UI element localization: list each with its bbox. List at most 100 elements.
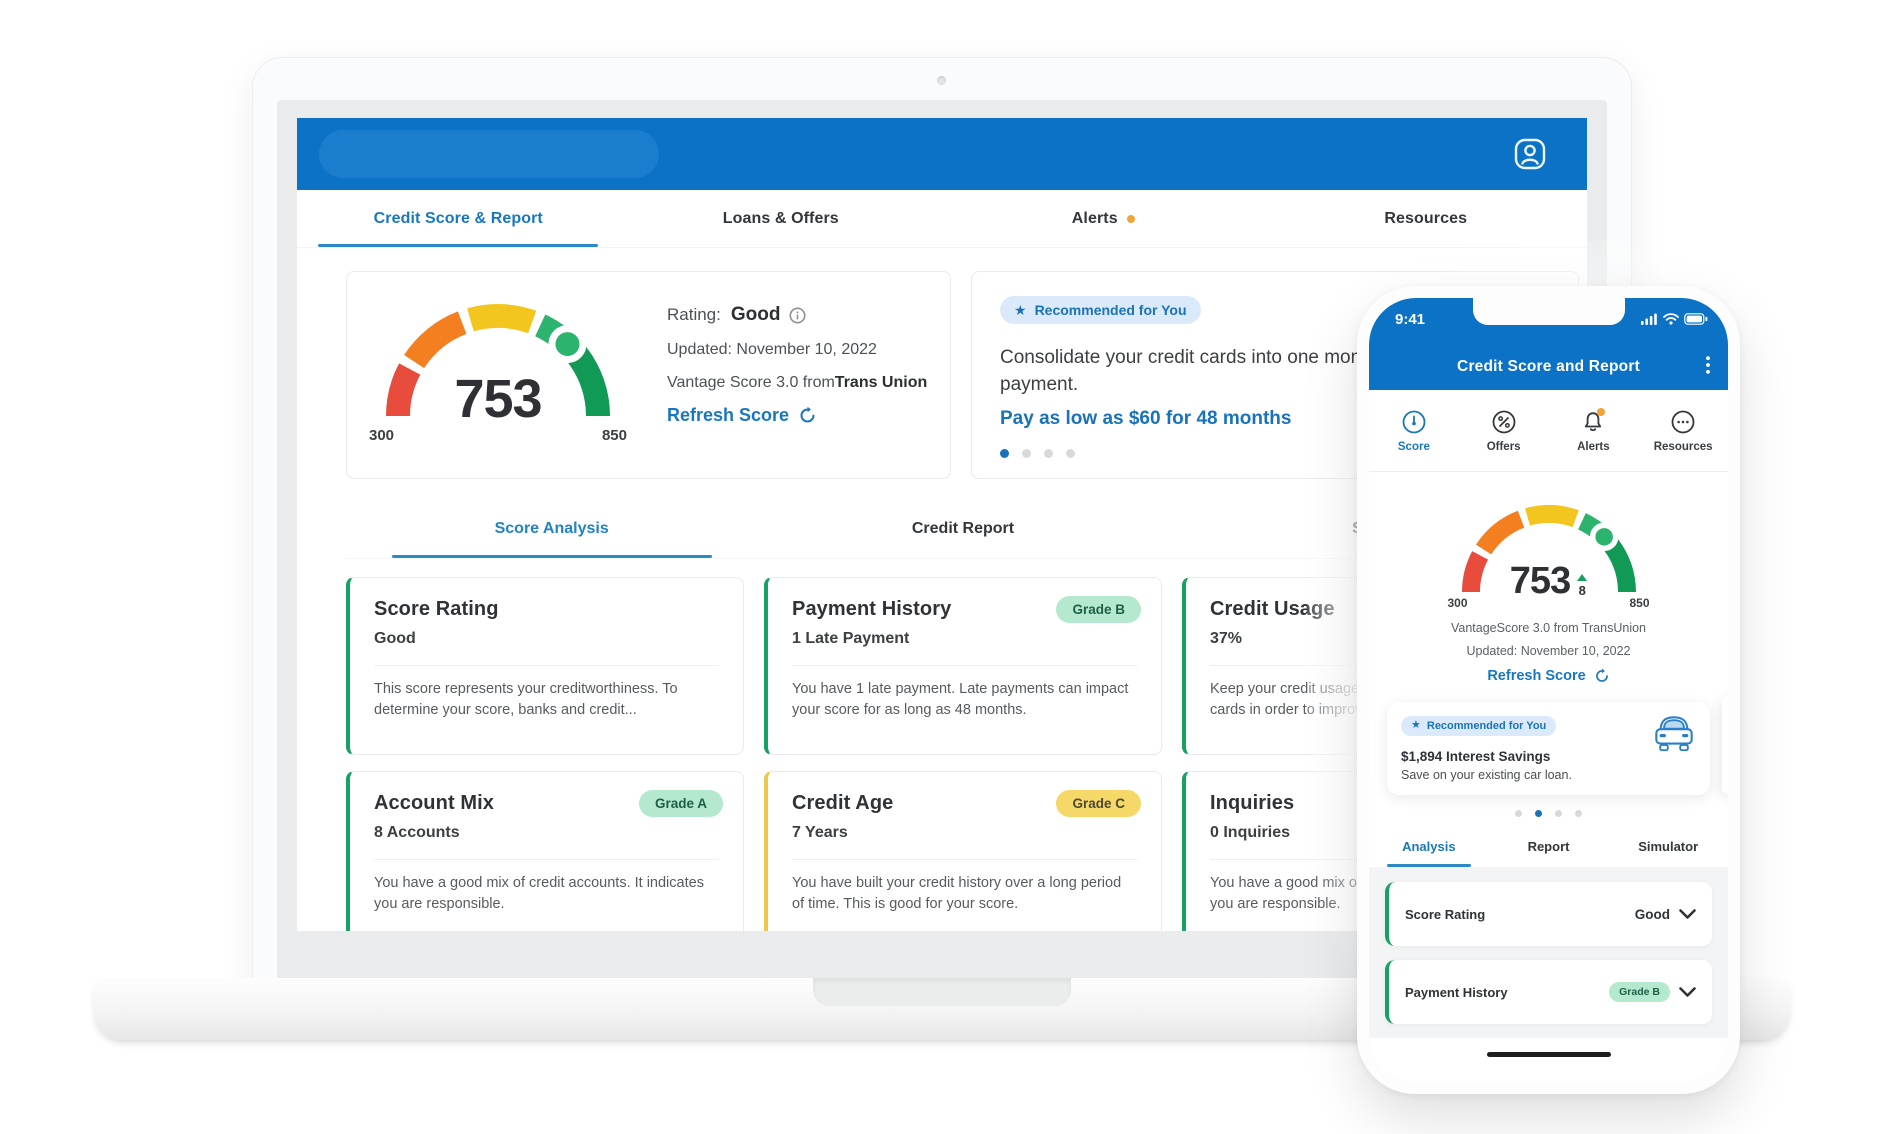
offer-cta-link[interactable]: Pay as low as $60 for 48 months <box>1000 407 1292 429</box>
factor-title: Account Mix <box>374 792 494 814</box>
nav-label: Alerts <box>1577 441 1610 453</box>
provider-prefix: Vantage Score 3.0 from <box>667 374 835 391</box>
primary-tab-bar: Credit Score & Report Loans & Offers Ale… <box>297 190 1587 248</box>
rating-value: Good <box>730 304 781 325</box>
status-icons <box>1641 313 1708 325</box>
signal-icon <box>1641 313 1657 325</box>
phone-page-title: Credit Score and Report <box>1457 358 1640 375</box>
car-icon <box>1651 713 1697 760</box>
factor-card-payment-history[interactable]: Payment History Grade B 1 Late Payment Y… <box>764 577 1162 755</box>
factor-title: Credit Age <box>792 792 894 814</box>
factor-value: 8 Accounts <box>374 824 460 841</box>
offer-text: Save on your existing car loan. <box>1401 767 1572 782</box>
refresh-icon <box>1595 668 1608 682</box>
refresh-label: Refresh Score <box>667 405 790 425</box>
tab-label: Report <box>1527 839 1570 855</box>
refresh-score-button[interactable]: Refresh Score <box>1369 668 1728 684</box>
phone-footer <box>1369 1038 1728 1082</box>
phone-nav-alerts[interactable]: Alerts <box>1549 390 1639 471</box>
battery-icon <box>1684 313 1708 325</box>
tab-loans-offers[interactable]: Loans & Offers <box>620 190 943 247</box>
tab-alerts[interactable]: Alerts <box>942 190 1265 247</box>
phone-credit-score-gauge: 753 8 300 850 <box>1444 488 1654 610</box>
factor-card-credit-age[interactable]: Credit Age Grade C 7 Years You have buil… <box>764 771 1162 931</box>
factor-title: Credit Usage <box>1210 598 1335 620</box>
carousel-dots[interactable] <box>1000 449 1075 458</box>
phone-factor-list: Score Rating Good Payment History Grade … <box>1369 867 1728 1038</box>
wifi-icon <box>1663 313 1679 325</box>
score-value: 753 <box>454 369 542 429</box>
tab-label: Simulator <box>1638 839 1699 855</box>
recommended-badge: ★ Recommended for You <box>1000 296 1201 324</box>
percent-icon <box>1490 408 1518 436</box>
nav-label: Offers <box>1486 441 1521 453</box>
overflow-menu-icon[interactable] <box>1706 356 1710 379</box>
phone-nav-bar: Score Offers <box>1369 390 1728 472</box>
chevron-down-icon <box>1679 908 1696 919</box>
phone-nav-offers[interactable]: Offers <box>1459 390 1549 471</box>
gauge-icon <box>1400 408 1428 436</box>
factor-title: Score Rating <box>374 598 499 620</box>
provider-line: VantageScore 3.0 from TransUnion <box>1450 621 1646 635</box>
tab-report[interactable]: Report <box>1489 827 1609 868</box>
tab-credit-report[interactable]: Credit Report <box>757 499 1168 558</box>
refresh-icon <box>800 406 815 423</box>
phone-mockup: 9:41 <box>1357 286 1740 1094</box>
tab-label: Score Analysis <box>494 519 609 537</box>
webcam-dot <box>937 76 946 85</box>
info-icon[interactable] <box>789 307 806 324</box>
phone-screen: 9:41 <box>1369 298 1728 1082</box>
carousel-dots[interactable] <box>1369 809 1728 817</box>
profile-icon[interactable] <box>1513 137 1547 171</box>
refresh-label: Refresh Score <box>1487 668 1586 684</box>
ellipsis-circle-icon <box>1669 408 1697 436</box>
chevron-down-icon <box>1679 986 1696 997</box>
divider <box>374 665 719 666</box>
factor-description: You have 1 late payment. Late payments c… <box>792 681 1129 719</box>
status-time: 9:41 <box>1395 311 1426 328</box>
hero-row: 753 300 850 Rating: Good <box>346 271 1580 479</box>
row-value: Good <box>1634 906 1670 922</box>
star-icon: ★ <box>1411 719 1421 731</box>
tab-credit-score-report[interactable]: Credit Score & Report <box>297 190 620 247</box>
factor-description: You have built your credit history over … <box>792 875 1122 913</box>
delta-value: 8 <box>1578 583 1586 598</box>
alert-notification-dot <box>1597 408 1606 416</box>
factor-card-account-mix[interactable]: Account Mix Grade A 8 Accounts You have … <box>346 771 744 931</box>
next-offer-card-edge <box>1722 696 1728 794</box>
factor-value: Good <box>374 630 416 647</box>
score-delta: 8 <box>1577 574 1588 598</box>
row-payment-history[interactable]: Payment History Grade B <box>1385 960 1712 1024</box>
factor-title: Inquiries <box>1210 792 1295 814</box>
tab-analysis[interactable]: Analysis <box>1369 827 1489 868</box>
row-score-rating[interactable]: Score Rating Good <box>1385 882 1712 946</box>
grade-badge: Grade B <box>1609 982 1670 1002</box>
factor-value: 37% <box>1210 630 1243 647</box>
refresh-score-button[interactable]: Refresh Score <box>667 405 927 426</box>
factor-value: 7 Years <box>792 824 848 841</box>
grade-badge: Grade C <box>1056 790 1141 817</box>
grade-badge: Grade A <box>638 790 723 817</box>
offer-title: $1,894 Interest Savings <box>1401 748 1551 764</box>
score-summary-card: 753 300 850 Rating: Good <box>346 271 951 479</box>
score-value: 753 <box>1509 560 1571 602</box>
provider-line: Vantage Score 3.0 fromTrans Union <box>667 374 927 392</box>
divider <box>792 665 1137 666</box>
app-header <box>297 118 1587 190</box>
badge-label: Recommended for You <box>1426 719 1547 732</box>
tab-score-analysis[interactable]: Score Analysis <box>346 499 757 558</box>
row-title: Score Rating <box>1405 906 1486 922</box>
tab-simulator[interactable]: Simulator <box>1608 827 1728 868</box>
factor-description: This score represents your creditworthin… <box>374 681 678 719</box>
phone-nav-score[interactable]: Score <box>1369 390 1459 471</box>
phone-nav-resources[interactable]: Resources <box>1638 390 1728 471</box>
provider-name: Trans Union <box>834 374 928 391</box>
tab-resources[interactable]: Resources <box>1265 190 1588 247</box>
gauge-min-label: 300 <box>369 427 395 444</box>
home-indicator[interactable] <box>1486 1052 1611 1057</box>
up-triangle-icon <box>1577 574 1588 581</box>
bell-icon <box>1579 408 1607 436</box>
factor-card-score-rating[interactable]: Score Rating Good This score represents … <box>346 577 744 755</box>
phone-offer-card[interactable]: ★ Recommended for You $1,894 Interest Sa… <box>1387 702 1710 795</box>
